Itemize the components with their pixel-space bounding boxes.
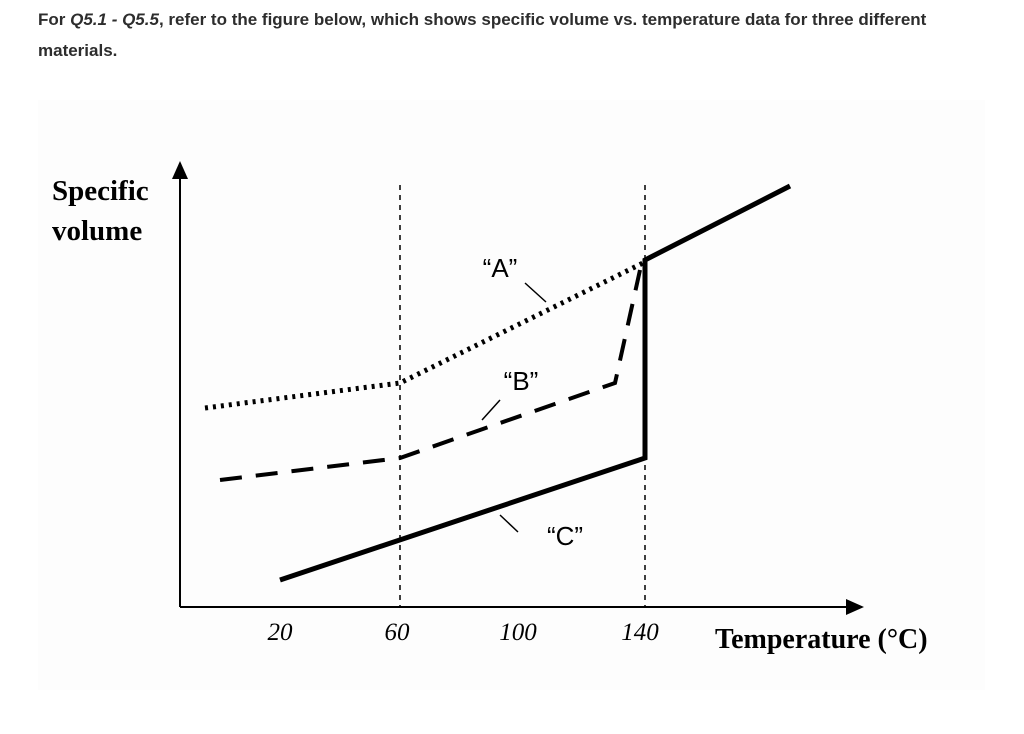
question-text: For Q5.1 - Q5.5, refer to the figure bel…: [38, 4, 988, 66]
prefix: For: [38, 10, 66, 29]
x-tick-label: 140: [621, 619, 659, 646]
leader-c: [499, 514, 519, 533]
question-range: Q5.1 - Q5.5: [70, 10, 159, 29]
rest: , refer to the figure below, which shows…: [38, 10, 927, 60]
y-label: volume: [52, 215, 142, 247]
leader-a: [524, 282, 547, 303]
x-tick-label: 20: [268, 619, 294, 646]
curve-label: “A”: [483, 253, 518, 283]
leader-b: [481, 399, 501, 421]
curve-label: “C”: [547, 521, 583, 551]
curve-b: [219, 269, 642, 482]
x-tick-label: 60: [385, 619, 411, 646]
curve-a: [204, 259, 647, 411]
figure-panel: [38, 100, 985, 690]
x-label: Temperature (°C): [715, 624, 928, 655]
y-label: Specific: [52, 175, 149, 207]
curve-label: “B”: [504, 366, 539, 396]
curve-c: [279, 183, 792, 583]
x-tick-label: 100: [499, 619, 537, 646]
